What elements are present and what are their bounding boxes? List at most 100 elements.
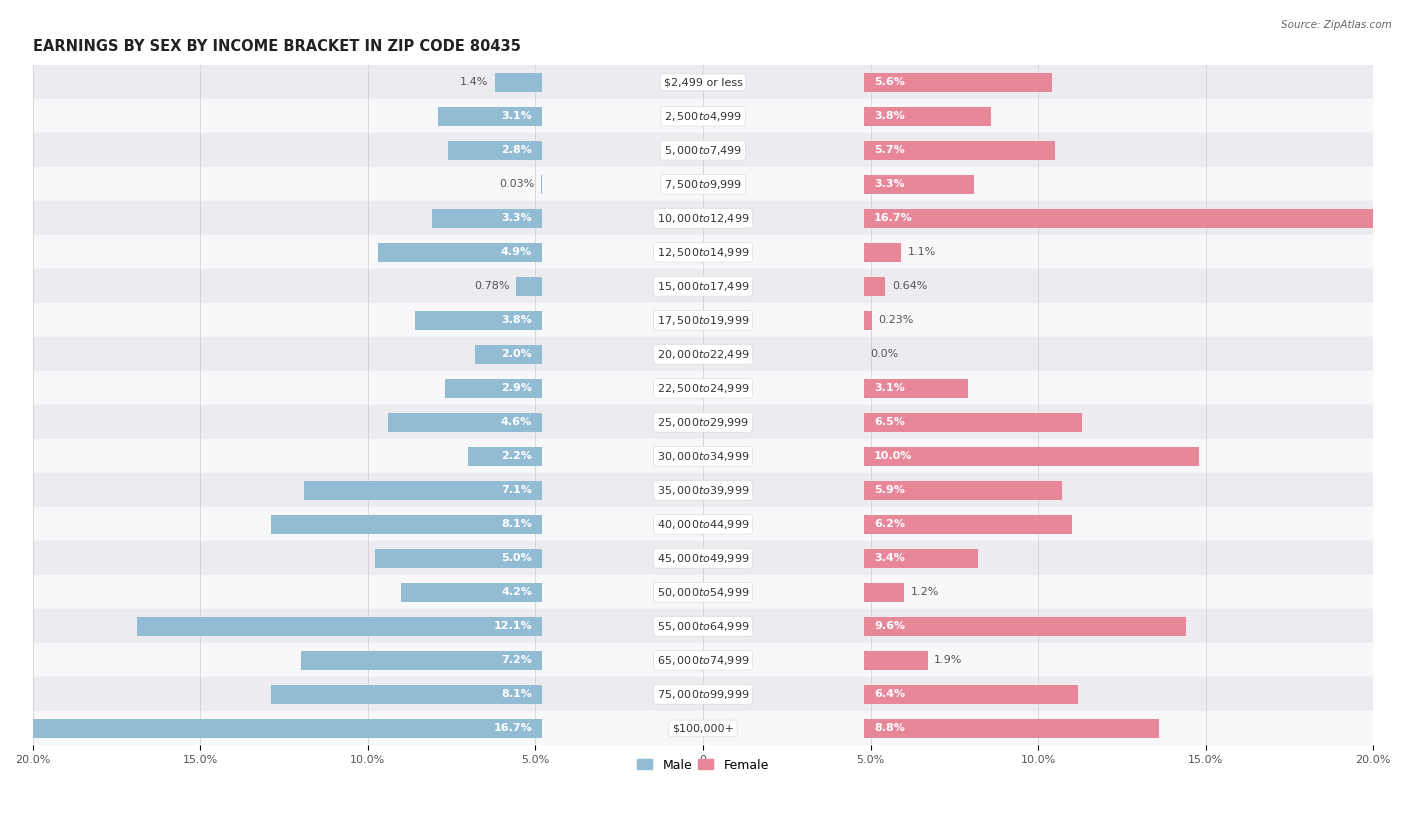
Bar bbox=[863, 481, 1062, 500]
Text: 1.9%: 1.9% bbox=[934, 655, 963, 665]
Bar bbox=[863, 583, 904, 602]
Bar bbox=[863, 685, 1078, 704]
Text: 2.8%: 2.8% bbox=[501, 146, 531, 155]
Bar bbox=[863, 209, 1406, 228]
Bar bbox=[863, 719, 1159, 737]
Bar bbox=[32, 439, 1374, 473]
Bar bbox=[863, 243, 901, 262]
Text: $15,000 to $17,499: $15,000 to $17,499 bbox=[657, 280, 749, 293]
Text: $100,000+: $100,000+ bbox=[672, 724, 734, 733]
Text: $12,500 to $14,999: $12,500 to $14,999 bbox=[657, 246, 749, 259]
Bar bbox=[863, 175, 974, 193]
Text: 4.6%: 4.6% bbox=[501, 417, 531, 428]
Bar bbox=[32, 541, 1374, 576]
Text: $35,000 to $39,999: $35,000 to $39,999 bbox=[657, 484, 749, 497]
Text: 8.1%: 8.1% bbox=[501, 520, 531, 529]
Bar bbox=[32, 99, 1374, 133]
Text: 8.8%: 8.8% bbox=[875, 724, 905, 733]
Text: $10,000 to $12,499: $10,000 to $12,499 bbox=[657, 212, 749, 225]
Bar bbox=[863, 515, 1071, 533]
Bar bbox=[863, 651, 928, 670]
Text: 3.3%: 3.3% bbox=[875, 180, 904, 189]
Text: 3.8%: 3.8% bbox=[502, 315, 531, 325]
Text: $25,000 to $29,999: $25,000 to $29,999 bbox=[657, 416, 749, 429]
Bar bbox=[374, 549, 543, 567]
Bar bbox=[432, 209, 543, 228]
Bar bbox=[863, 141, 1054, 159]
Text: 5.7%: 5.7% bbox=[875, 146, 904, 155]
Bar bbox=[32, 303, 1374, 337]
Text: EARNINGS BY SEX BY INCOME BRACKET IN ZIP CODE 80435: EARNINGS BY SEX BY INCOME BRACKET IN ZIP… bbox=[32, 39, 520, 54]
Text: 16.7%: 16.7% bbox=[875, 213, 912, 224]
Bar bbox=[32, 202, 1374, 235]
Bar bbox=[32, 167, 1374, 202]
Bar bbox=[32, 235, 1374, 269]
Bar bbox=[863, 617, 1185, 636]
Text: 7.1%: 7.1% bbox=[501, 485, 531, 495]
Text: 2.9%: 2.9% bbox=[501, 384, 531, 393]
Bar bbox=[863, 549, 977, 567]
Text: 3.8%: 3.8% bbox=[875, 111, 904, 121]
Bar bbox=[0, 719, 543, 737]
Bar bbox=[378, 243, 543, 262]
Bar bbox=[401, 583, 543, 602]
Text: $45,000 to $49,999: $45,000 to $49,999 bbox=[657, 552, 749, 565]
Legend: Male, Female: Male, Female bbox=[633, 754, 773, 776]
Text: 2.2%: 2.2% bbox=[501, 451, 531, 461]
Bar bbox=[270, 515, 543, 533]
Text: $75,000 to $99,999: $75,000 to $99,999 bbox=[657, 688, 749, 701]
Bar bbox=[270, 685, 543, 704]
Text: 8.1%: 8.1% bbox=[501, 689, 531, 699]
Text: 9.6%: 9.6% bbox=[875, 621, 905, 632]
Bar bbox=[32, 406, 1374, 439]
Text: 6.2%: 6.2% bbox=[875, 520, 905, 529]
Bar bbox=[32, 269, 1374, 303]
Text: 3.4%: 3.4% bbox=[875, 554, 905, 563]
Text: 0.78%: 0.78% bbox=[474, 281, 509, 291]
Text: 1.2%: 1.2% bbox=[911, 588, 939, 598]
Text: $2,499 or less: $2,499 or less bbox=[664, 77, 742, 87]
Bar bbox=[468, 447, 543, 466]
Text: 4.2%: 4.2% bbox=[501, 588, 531, 598]
Text: $50,000 to $54,999: $50,000 to $54,999 bbox=[657, 586, 749, 599]
Text: 0.23%: 0.23% bbox=[879, 315, 914, 325]
Text: 10.0%: 10.0% bbox=[875, 451, 912, 461]
Bar bbox=[32, 372, 1374, 406]
Bar bbox=[863, 447, 1199, 466]
Text: Source: ZipAtlas.com: Source: ZipAtlas.com bbox=[1281, 20, 1392, 30]
Text: $20,000 to $22,499: $20,000 to $22,499 bbox=[657, 348, 749, 361]
Bar bbox=[32, 473, 1374, 507]
Bar bbox=[32, 643, 1374, 677]
Bar bbox=[32, 507, 1374, 541]
Bar bbox=[444, 379, 543, 398]
Text: 4.9%: 4.9% bbox=[501, 247, 531, 258]
Bar bbox=[32, 677, 1374, 711]
Text: $55,000 to $64,999: $55,000 to $64,999 bbox=[657, 620, 749, 633]
Text: $30,000 to $34,999: $30,000 to $34,999 bbox=[657, 450, 749, 463]
Text: 6.4%: 6.4% bbox=[875, 689, 905, 699]
Text: $5,000 to $7,499: $5,000 to $7,499 bbox=[664, 144, 742, 157]
Bar bbox=[475, 345, 543, 363]
Bar bbox=[32, 65, 1374, 99]
Bar bbox=[136, 617, 543, 636]
Text: 12.1%: 12.1% bbox=[494, 621, 531, 632]
Text: $40,000 to $44,999: $40,000 to $44,999 bbox=[657, 518, 749, 531]
Bar bbox=[863, 379, 967, 398]
Text: 3.1%: 3.1% bbox=[502, 111, 531, 121]
Bar bbox=[304, 481, 543, 500]
Text: $7,500 to $9,999: $7,500 to $9,999 bbox=[664, 178, 742, 191]
Text: 16.7%: 16.7% bbox=[494, 724, 531, 733]
Text: 5.6%: 5.6% bbox=[875, 77, 905, 87]
Bar bbox=[863, 311, 872, 330]
Bar bbox=[32, 133, 1374, 167]
Text: 1.1%: 1.1% bbox=[907, 247, 936, 258]
Bar bbox=[863, 413, 1081, 432]
Text: 3.1%: 3.1% bbox=[875, 384, 904, 393]
Bar bbox=[449, 141, 543, 159]
Bar bbox=[495, 73, 543, 92]
Text: 2.0%: 2.0% bbox=[502, 350, 531, 359]
Bar bbox=[863, 107, 991, 126]
Text: $65,000 to $74,999: $65,000 to $74,999 bbox=[657, 654, 749, 667]
Text: $17,500 to $19,999: $17,500 to $19,999 bbox=[657, 314, 749, 327]
Bar bbox=[863, 73, 1052, 92]
